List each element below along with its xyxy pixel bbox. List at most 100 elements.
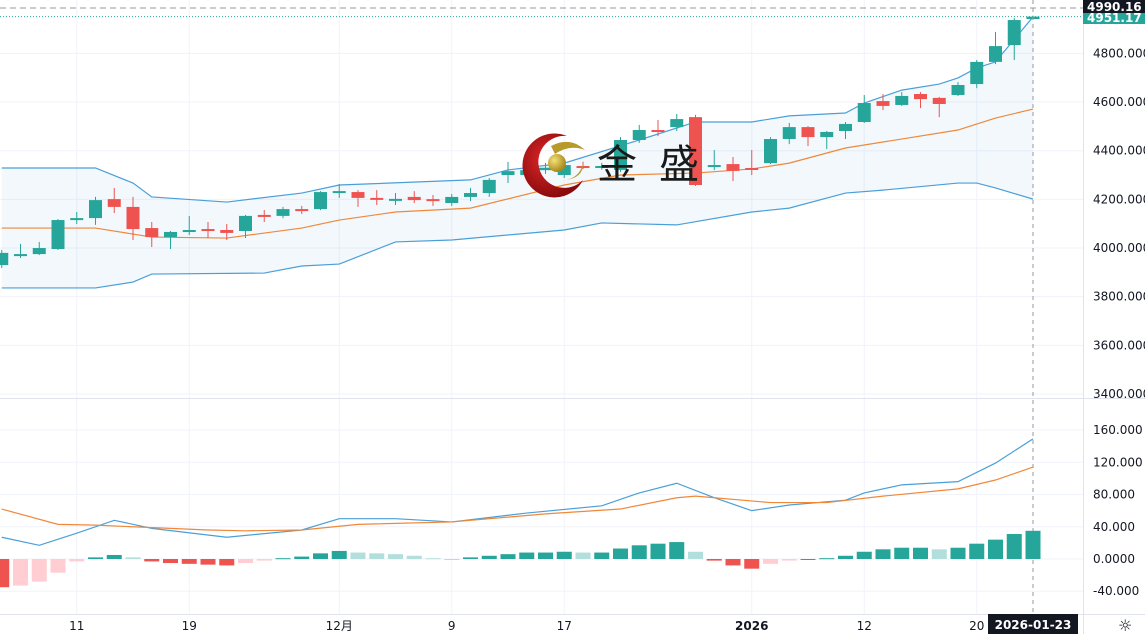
macd-histogram-bar: [444, 559, 460, 560]
candle: [914, 92, 927, 109]
candle: [0, 249, 9, 268]
price-tick-label: 4400.000: [1093, 144, 1145, 158]
macd-histogram-bar: [163, 559, 178, 564]
candle-body: [32, 248, 46, 255]
candle-body: [782, 127, 796, 140]
candle-body: [107, 199, 121, 207]
candle: [1007, 18, 1021, 60]
macd-tick-label: 40.000: [1093, 520, 1135, 534]
price-tick-label: 3800.000: [1093, 290, 1145, 304]
candle: [257, 210, 271, 222]
macd-histogram-bar: [313, 553, 328, 559]
candle: [482, 177, 496, 197]
macd-histogram-bar: [594, 552, 610, 559]
candle-body: [764, 139, 777, 164]
candle: [632, 124, 646, 143]
candle: [707, 149, 721, 171]
candle-body: [464, 193, 477, 197]
macd-histogram-bar: [388, 554, 403, 559]
time-tick-label: 20: [969, 619, 984, 633]
candle: [857, 94, 871, 123]
price-tick-label: 3400.000: [1093, 387, 1145, 401]
candle-body: [295, 209, 309, 212]
candle: [126, 196, 140, 240]
macd-dif-line: [1, 438, 1034, 546]
macd-tick-label: 0.0000: [1093, 552, 1135, 566]
macd-histogram-bar: [631, 545, 647, 559]
candle: [576, 161, 590, 169]
macd-histogram-bar: [781, 559, 797, 561]
candle-body: [970, 61, 984, 85]
candle: [726, 157, 740, 182]
candle: [407, 191, 421, 204]
macd-histogram-bar: [350, 552, 366, 559]
time-tick-label: 9: [448, 619, 456, 633]
macd-histogram-bar: [688, 551, 703, 559]
candle-body: [651, 130, 665, 133]
candle: [295, 205, 309, 214]
candle-body: [839, 123, 852, 131]
macd-histogram-bar: [538, 552, 553, 559]
candle: [932, 96, 946, 118]
candle: [801, 126, 815, 147]
macd-tick-label: 120.000: [1093, 455, 1143, 469]
macd-tick-label: 160.000: [1093, 423, 1143, 437]
candle: [14, 243, 27, 258]
macd-histogram-bar: [669, 542, 685, 559]
candle-body: [689, 117, 702, 186]
candle-body: [632, 130, 646, 140]
candle-body: [501, 171, 515, 176]
candle-body: [0, 252, 9, 266]
candle: [745, 149, 759, 176]
candle: [820, 130, 834, 149]
candle-body: [520, 170, 534, 176]
gear-icon[interactable]: ☼: [1118, 616, 1133, 635]
candle-body: [51, 220, 65, 249]
candle: [332, 184, 346, 198]
candle: [970, 59, 984, 89]
candle-body: [370, 197, 384, 200]
macd-histogram-bar: [219, 559, 235, 566]
candle-body: [426, 199, 440, 202]
macd-histogram-bar: [463, 557, 478, 559]
macd-histogram-bar: [88, 557, 103, 559]
candle: [614, 137, 627, 173]
candle: [89, 196, 102, 225]
candle: [689, 114, 702, 186]
candle-body: [201, 229, 215, 232]
macd-histogram-bar: [950, 547, 966, 559]
candle: [182, 215, 196, 236]
crosshair-date-label: 2026-01-23: [988, 614, 1078, 634]
candle-body: [220, 230, 234, 233]
candle-body: [951, 85, 965, 95]
macd-histogram-bar: [650, 543, 666, 559]
candle-body: [820, 131, 834, 138]
candle-body: [257, 214, 271, 217]
macd-histogram-bar: [275, 558, 291, 560]
macd-histogram-bar: [988, 539, 1003, 559]
candle-body: [876, 101, 890, 106]
candle-body: [332, 191, 346, 194]
candle-body: [70, 218, 84, 221]
macd-histogram-bar: [144, 559, 160, 562]
macd-dea-line: [1, 466, 1034, 532]
candle-body: [932, 97, 946, 104]
macd-histogram-bar: [725, 559, 741, 566]
macd-histogram-bar: [69, 559, 85, 562]
candle: [370, 190, 384, 205]
candle: [351, 190, 365, 207]
candle-body: [989, 46, 1002, 62]
candle: [782, 122, 796, 145]
candle: [70, 212, 84, 224]
candle-body: [557, 165, 571, 176]
candle-body: [389, 198, 402, 201]
candle-body: [126, 206, 140, 230]
candle: [239, 214, 252, 239]
candle: [501, 161, 515, 184]
candle: [445, 194, 459, 206]
candle-body: [576, 166, 590, 169]
candle: [876, 94, 890, 111]
price-tick-label: 3600.000: [1093, 338, 1145, 352]
candle-body: [857, 103, 871, 122]
